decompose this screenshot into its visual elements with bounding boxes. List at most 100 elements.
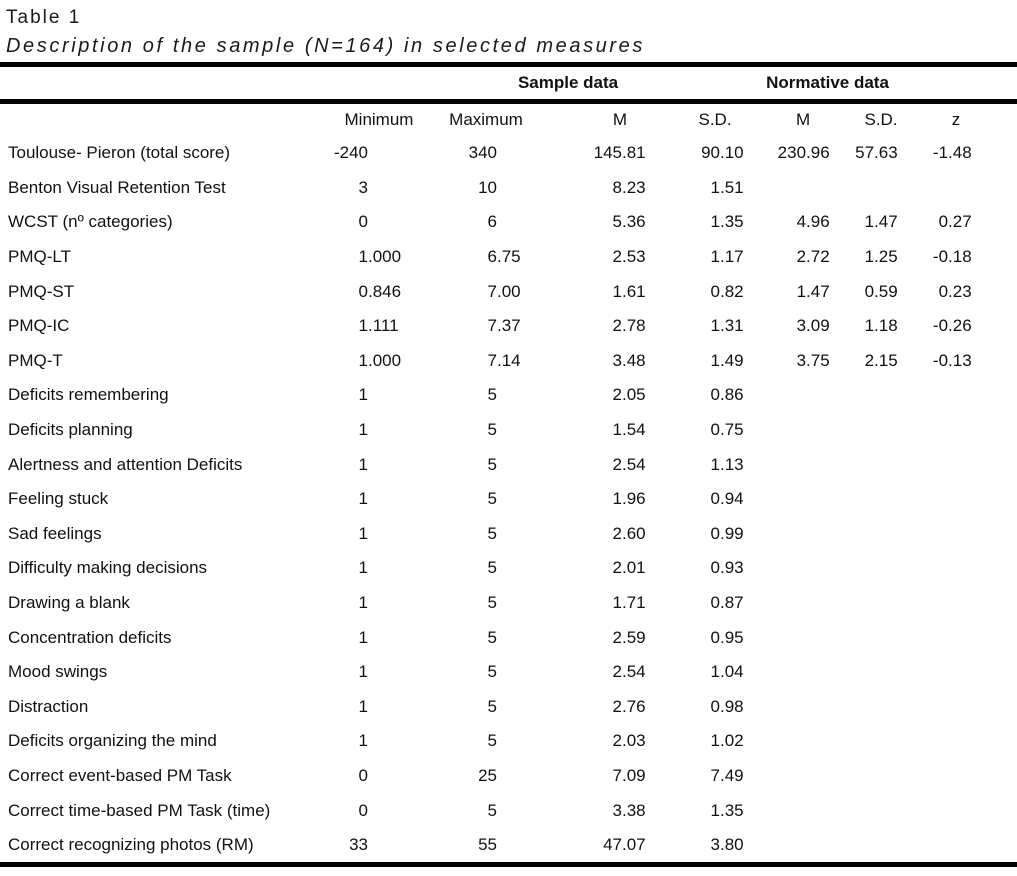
cell-normative-sd: 2.15 [864, 350, 898, 370]
group-header-row: Sample data Normative data [0, 64, 1017, 104]
row-label: Difficulty making decisions [8, 558, 208, 578]
row-label: Correct event-based PM Task [8, 765, 232, 785]
row-label: PMQ-IC [8, 316, 70, 336]
group-header-sample-data: Sample data [318, 64, 761, 104]
cell-sample-sd: 1.02 [710, 731, 744, 751]
cell-sample-sd: 0.86 [710, 385, 744, 405]
cell-normative-m [760, 413, 846, 448]
cell-sample-m: 7.09 [612, 765, 646, 785]
table-row: Sad feelings 1 5 2.60 0.99 [0, 517, 1017, 552]
table-row: Mood swings 1 5 2.54 1.04 [0, 655, 1017, 690]
column-header-sample-sd: S.D. [698, 110, 732, 129]
cell-sample-sd: 3.80 [710, 835, 744, 855]
column-header-normative-m: M [795, 110, 811, 129]
cell-z [916, 517, 1017, 552]
column-header-minimum: Minimum [344, 110, 414, 129]
cell-normative-m: 230.96 [777, 143, 830, 163]
cell-maximum: 5 [487, 593, 497, 613]
cell-sample-m: 47.07 [603, 835, 646, 855]
cell-normative-m [760, 620, 846, 655]
row-label: PMQ-LT [8, 247, 71, 267]
table-row: Alertness and attention Deficits 1 5 2.54 1.… [0, 447, 1017, 482]
cell-minimum: 1 [358, 627, 368, 647]
cell-minimum: 1 [358, 558, 368, 578]
cell-maximum: 10 [478, 177, 497, 197]
cell-normative-m: 3.75 [796, 350, 830, 370]
cell-sample-sd: 0.99 [710, 523, 744, 543]
cell-normative-sd: 1.47 [864, 212, 898, 232]
cell-sample-sd: 1.35 [710, 212, 744, 232]
table-row: Deficits planning 1 5 1.54 0.75 [0, 413, 1017, 448]
cell-normative-sd: 1.18 [864, 316, 898, 336]
cell-normative-m [760, 724, 846, 759]
cell-z [916, 759, 1017, 794]
row-label: Drawing a blank [8, 593, 130, 613]
cell-sample-sd: 90.10 [701, 143, 744, 163]
cell-normative-m: 4.96 [796, 212, 830, 232]
cell-z [916, 620, 1017, 655]
cell-sample-m: 1.61 [612, 281, 646, 301]
cell-minimum: 1 [358, 662, 368, 682]
row-label: Alertness and attention Deficits [8, 454, 243, 474]
cell-normative-m [760, 759, 846, 794]
cell-minimum: 0 [358, 800, 368, 820]
cell-z [916, 724, 1017, 759]
row-label: WCST (nº categories) [8, 212, 173, 232]
cell-normative-m: 1.47 [796, 281, 830, 301]
cell-maximum: 5 [487, 558, 497, 578]
cell-sample-sd: 0.82 [710, 281, 744, 301]
cell-normative-m [760, 655, 846, 690]
cell-sample-m: 5.36 [612, 212, 646, 232]
cell-sample-m: 2.03 [612, 731, 646, 751]
table-caption: Table 1 Description of the sample (N=164… [0, 0, 1017, 62]
row-label: Deficits remembering [8, 385, 169, 405]
cell-sample-m: 2.54 [612, 662, 646, 682]
cell-sample-m: 8.23 [612, 177, 646, 197]
cell-normative-sd [846, 655, 916, 690]
table-row: Correct time-based PM Task (time) 0 5 3.38 1… [0, 793, 1017, 828]
cell-z [916, 828, 1017, 865]
cell-sample-m: 2.76 [612, 696, 646, 716]
cell-z [916, 447, 1017, 482]
cell-z: 0.23 [938, 281, 972, 301]
table-title: Description of the sample (N=164) in sel… [6, 35, 645, 57]
cell-z [916, 586, 1017, 621]
row-label: Sad feelings [8, 523, 102, 543]
table-row: Drawing a blank 1 5 1.71 0.87 [0, 586, 1017, 621]
cell-maximum: 6.75 [487, 247, 521, 267]
cell-normative-m [760, 586, 846, 621]
cell-z [916, 690, 1017, 725]
table-row: PMQ-T 1.000 7.14 3.48 1.49 3.75 2.15 -0.13 [0, 344, 1017, 379]
cell-normative-m [760, 551, 846, 586]
cell-z: -0.13 [932, 350, 972, 370]
group-header-empty [0, 64, 318, 104]
row-label: Deficits organizing the mind [8, 731, 217, 751]
cell-minimum: 0.846 [358, 281, 402, 301]
table-number: Table 1 [6, 7, 82, 28]
cell-sample-m: 1.96 [612, 489, 646, 509]
table-row: PMQ-LT 1.000 6.75 2.53 1.17 2.72 1.25 -0.18 [0, 240, 1017, 275]
cell-normative-sd [846, 828, 916, 865]
cell-normative-m [760, 793, 846, 828]
cell-normative-sd [846, 482, 916, 517]
table-row: PMQ-IC 1.111 7.37 2.78 1.31 3.09 1.18 -0.26 [0, 309, 1017, 344]
cell-minimum: 1 [358, 696, 368, 716]
cell-z: -0.18 [932, 247, 972, 267]
cell-sample-m: 1.71 [612, 593, 646, 613]
table-row: WCST (nº categories) 0 6 5.36 1.35 4.96 1.47 0.… [0, 205, 1017, 240]
cell-normative-sd [846, 447, 916, 482]
cell-normative-m [760, 482, 846, 517]
cell-normative-m [760, 171, 846, 206]
row-label: Concentration deficits [8, 627, 172, 647]
cell-minimum: 0 [358, 212, 368, 232]
cell-maximum: 6 [487, 212, 497, 232]
cell-maximum: 55 [478, 835, 497, 855]
cell-sample-sd: 1.13 [710, 454, 744, 474]
cell-normative-sd [846, 724, 916, 759]
cell-sample-sd: 1.35 [710, 800, 744, 820]
cell-z [916, 551, 1017, 586]
cell-normative-sd [846, 586, 916, 621]
cell-minimum: 1 [358, 454, 368, 474]
cell-z [916, 482, 1017, 517]
cell-minimum: 1.000 [358, 350, 402, 370]
